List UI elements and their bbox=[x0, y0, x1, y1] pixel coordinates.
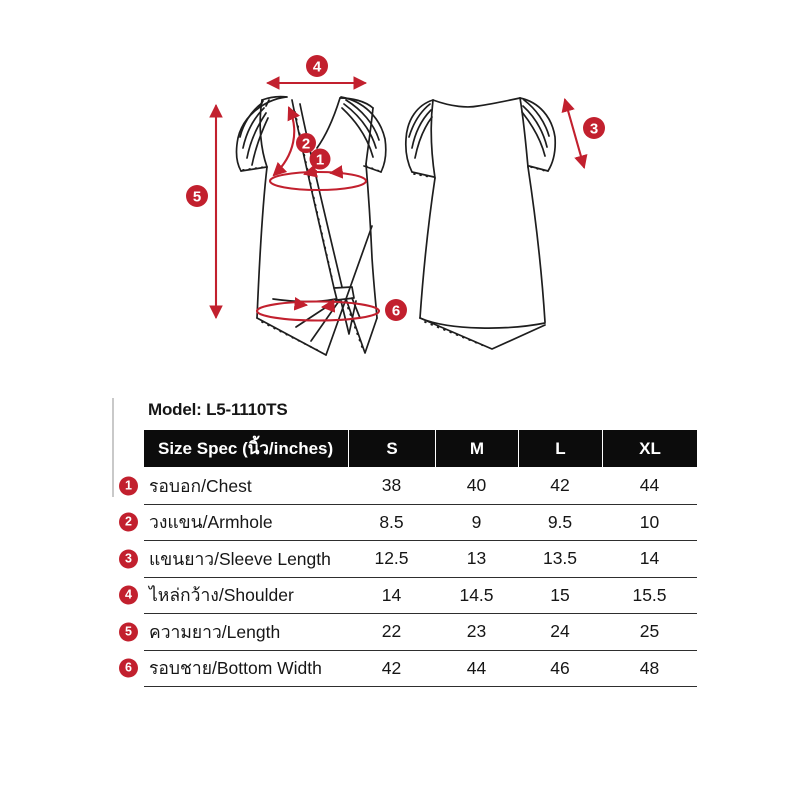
measure-arrow-sleeve bbox=[561, 98, 588, 169]
row-number-badge: 4 bbox=[119, 585, 138, 605]
table-header-size-spec: Size Spec (นิ้ว/inches) bbox=[158, 439, 334, 458]
cell-value: 9.5 bbox=[547, 511, 573, 532]
cell-value: 44 bbox=[639, 475, 660, 496]
table-header-size-xl: XL bbox=[602, 430, 697, 467]
cell-value: 14 bbox=[381, 584, 402, 605]
cell-value: 42 bbox=[550, 475, 570, 496]
cell-value: 15 bbox=[550, 584, 570, 605]
svg-text:2: 2 bbox=[302, 136, 310, 153]
cell-value: 48 bbox=[639, 657, 660, 678]
cell-value: 40 bbox=[466, 475, 487, 496]
cell-value: 14.5 bbox=[459, 584, 494, 605]
table-row-shoulder: 4 ไหล่กว้าง/Shoulder 14 14.5 15 15.5 bbox=[119, 578, 697, 614]
marker-5: 5 bbox=[186, 185, 208, 207]
table-row-length: 5 ความยาว/Length 22 23 24 25 bbox=[119, 614, 697, 651]
table-body: 1 รอบอก/Chest 38 40 42 44 2 วงแขน/Armhol… bbox=[119, 468, 697, 687]
measure-ellipse-bottom bbox=[255, 297, 381, 322]
cell-value: 15.5 bbox=[632, 584, 667, 605]
garment-measurement-diagram: 4 2 1 3 5 6 bbox=[186, 55, 605, 356]
marker-6: 6 bbox=[385, 299, 407, 321]
marker-3: 3 bbox=[583, 117, 605, 139]
table-row-bottom-width: 6 รอบชาย/Bottom Width 42 44 46 48 bbox=[119, 651, 697, 687]
cell-value: 14 bbox=[639, 548, 660, 569]
row-number-badge: 6 bbox=[119, 658, 138, 678]
table-row-sleeve-length: 3 แขนยาว/Sleeve Length 12.5 13 13.5 14 bbox=[119, 541, 697, 578]
size-spec-table: Size Spec (นิ้ว/inches) S M L XL 1 รอบอก… bbox=[119, 430, 697, 687]
table-row-armhole: 2 วงแขน/Armhole 8.5 9 9.5 10 bbox=[119, 505, 697, 541]
cell-value: 46 bbox=[550, 657, 570, 678]
cell-value: 38 bbox=[381, 475, 402, 496]
cell-value: 13.5 bbox=[542, 548, 578, 569]
row-label: รอบอก/Chest bbox=[149, 475, 252, 496]
marker-4: 4 bbox=[306, 55, 328, 77]
cell-value: 44 bbox=[466, 657, 487, 678]
svg-text:3: 3 bbox=[590, 121, 598, 138]
row-label: วงแขน/Armhole bbox=[149, 512, 273, 533]
cell-value: 42 bbox=[381, 657, 402, 678]
table-row-chest: 1 รอบอก/Chest 38 40 42 44 bbox=[119, 468, 697, 505]
cell-value: 22 bbox=[381, 621, 402, 642]
cell-value: 10 bbox=[639, 511, 660, 532]
cell-value: 12.5 bbox=[374, 548, 409, 569]
svg-text:5: 5 bbox=[193, 189, 201, 206]
row-number-badge: 5 bbox=[119, 622, 138, 642]
cell-value: 24 bbox=[550, 621, 570, 642]
cell-value: 13 bbox=[466, 548, 487, 569]
svg-text:6: 6 bbox=[392, 303, 400, 320]
marker-1: 1 bbox=[309, 148, 331, 170]
row-number-badge: 2 bbox=[119, 512, 138, 532]
row-number-badge: 3 bbox=[119, 549, 138, 569]
measure-ellipse-chest bbox=[268, 164, 368, 192]
svg-text:1: 1 bbox=[316, 152, 324, 169]
row-label: ไหล่กว้าง/Shoulder bbox=[149, 585, 294, 606]
measure-arrow-armhole bbox=[272, 106, 301, 177]
cell-value: 8.5 bbox=[379, 511, 404, 532]
model-label: Model: L5-1110TS bbox=[148, 400, 288, 419]
table-header-size-l: L bbox=[518, 430, 602, 467]
marker-2: 2 bbox=[296, 133, 316, 153]
svg-text:4: 4 bbox=[313, 59, 322, 76]
back-view-drawing bbox=[404, 97, 557, 350]
row-label: ความยาว/Length bbox=[149, 621, 281, 642]
row-label: แขนยาว/Sleeve Length bbox=[149, 548, 331, 569]
cell-value: 9 bbox=[471, 511, 482, 532]
front-view-drawing bbox=[235, 95, 387, 356]
cell-value: 25 bbox=[639, 621, 660, 642]
left-margin-tick bbox=[112, 398, 114, 497]
table-header-size-s: S bbox=[348, 430, 435, 467]
row-number-badge: 1 bbox=[119, 476, 138, 496]
table-header-row: Size Spec (นิ้ว/inches) S M L XL bbox=[144, 430, 697, 467]
row-label: รอบชาย/Bottom Width bbox=[149, 658, 322, 679]
cell-value: 23 bbox=[466, 621, 487, 642]
table-header-size-m: M bbox=[435, 430, 518, 467]
